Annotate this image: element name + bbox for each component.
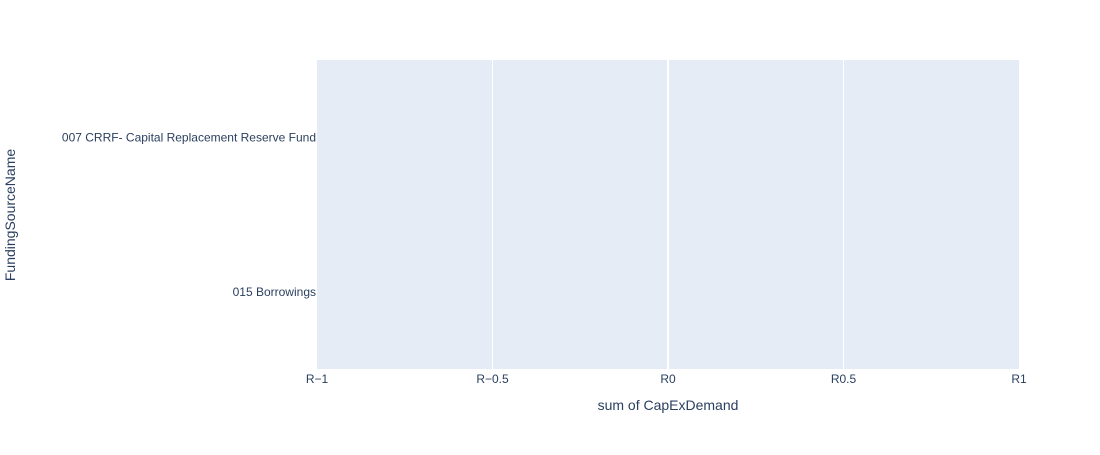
gridlines bbox=[492, 60, 844, 369]
x-tick-label-2: R0 bbox=[660, 372, 676, 386]
y-axis-ticks: 007 CRRF- Capital Replacement Reserve Fu… bbox=[62, 130, 316, 299]
x-axis-title: sum of CapExDemand bbox=[598, 397, 739, 413]
x-tick-label-0: R−1 bbox=[306, 372, 329, 386]
y-tick-label-0: 007 CRRF- Capital Replacement Reserve Fu… bbox=[62, 130, 316, 144]
y-tick-label-1: 015 Borrowings bbox=[233, 285, 316, 299]
x-tick-label-1: R−0.5 bbox=[476, 372, 509, 386]
y-axis-title: FundingSourceName bbox=[2, 149, 18, 282]
x-tick-label-3: R0.5 bbox=[831, 372, 857, 386]
x-tick-label-4: R1 bbox=[1011, 372, 1027, 386]
x-axis-ticks: R−1 R−0.5 R0 R0.5 R1 bbox=[306, 372, 1027, 386]
